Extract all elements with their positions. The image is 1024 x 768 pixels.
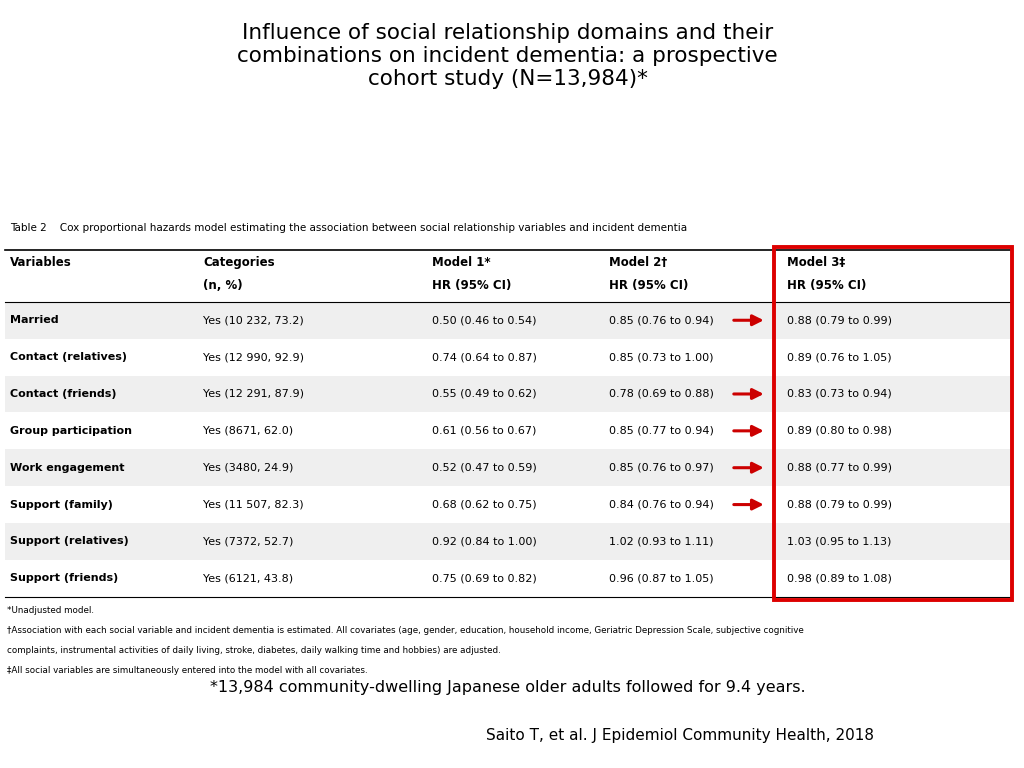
Text: *13,984 community-dwelling Japanese older adults followed for 9.4 years.: *13,984 community-dwelling Japanese olde…: [210, 680, 806, 695]
Text: 0.85 (0.77 to 0.94): 0.85 (0.77 to 0.94): [609, 425, 714, 436]
Bar: [5, 486, 1011, 523]
Text: *Unadjusted model.: *Unadjusted model.: [7, 606, 94, 615]
Text: HR (95% CI): HR (95% CI): [431, 279, 511, 292]
Text: Contact (friends): Contact (friends): [10, 389, 117, 399]
Bar: [774, 247, 1013, 600]
Text: Yes (12 291, 87.9): Yes (12 291, 87.9): [203, 389, 304, 399]
Text: complaints, instrumental activities of daily living, stroke, diabetes, daily wal: complaints, instrumental activities of d…: [7, 646, 501, 655]
Text: Saito T, et al. J Epidemiol Community Health, 2018: Saito T, et al. J Epidemiol Community He…: [486, 728, 874, 743]
Text: 0.78 (0.69 to 0.88): 0.78 (0.69 to 0.88): [609, 389, 714, 399]
Text: †Association with each social variable and incident dementia is estimated. All c: †Association with each social variable a…: [7, 626, 804, 635]
Text: Yes (10 232, 73.2): Yes (10 232, 73.2): [203, 315, 304, 326]
Text: 0.55 (0.49 to 0.62): 0.55 (0.49 to 0.62): [431, 389, 537, 399]
Text: 0.85 (0.73 to 1.00): 0.85 (0.73 to 1.00): [609, 352, 714, 362]
Text: Support (relatives): Support (relatives): [10, 536, 129, 547]
Text: Support (friends): Support (friends): [10, 573, 119, 584]
Bar: [5, 302, 1011, 339]
Text: Contact (relatives): Contact (relatives): [10, 352, 127, 362]
Text: 0.83 (0.73 to 0.94): 0.83 (0.73 to 0.94): [786, 389, 892, 399]
Text: 0.75 (0.69 to 0.82): 0.75 (0.69 to 0.82): [431, 573, 537, 584]
Bar: [5, 412, 1011, 449]
Text: Model 2†: Model 2†: [609, 256, 668, 269]
Text: Influence of social relationship domains and their
combinations on incident deme: Influence of social relationship domains…: [238, 23, 778, 89]
Text: Yes (12 990, 92.9): Yes (12 990, 92.9): [203, 352, 304, 362]
Text: 0.84 (0.76 to 0.94): 0.84 (0.76 to 0.94): [609, 499, 714, 510]
Bar: [5, 560, 1011, 597]
Bar: [5, 449, 1011, 486]
Text: 0.85 (0.76 to 0.97): 0.85 (0.76 to 0.97): [609, 462, 714, 473]
Text: Variables: Variables: [10, 256, 72, 269]
Text: 1.03 (0.95 to 1.13): 1.03 (0.95 to 1.13): [786, 536, 891, 547]
Text: Table 2    Cox proportional hazards model estimating the association between soc: Table 2 Cox proportional hazards model e…: [10, 223, 687, 233]
Text: Yes (6121, 43.8): Yes (6121, 43.8): [203, 573, 293, 584]
Text: Group participation: Group participation: [10, 425, 132, 436]
Text: Model 3‡: Model 3‡: [786, 256, 845, 269]
Text: HR (95% CI): HR (95% CI): [609, 279, 688, 292]
Bar: [5, 376, 1011, 412]
Text: 0.98 (0.89 to 1.08): 0.98 (0.89 to 1.08): [786, 573, 892, 584]
Text: HR (95% CI): HR (95% CI): [786, 279, 866, 292]
Text: 0.68 (0.62 to 0.75): 0.68 (0.62 to 0.75): [431, 499, 537, 510]
Bar: [5, 523, 1011, 560]
Text: Yes (7372, 52.7): Yes (7372, 52.7): [203, 536, 294, 547]
Text: Work engagement: Work engagement: [10, 462, 125, 473]
Text: 0.88 (0.79 to 0.99): 0.88 (0.79 to 0.99): [786, 315, 892, 326]
Text: Yes (11 507, 82.3): Yes (11 507, 82.3): [203, 499, 304, 510]
Text: 0.89 (0.76 to 1.05): 0.89 (0.76 to 1.05): [786, 352, 892, 362]
Text: 0.88 (0.79 to 0.99): 0.88 (0.79 to 0.99): [786, 499, 892, 510]
Text: Yes (8671, 62.0): Yes (8671, 62.0): [203, 425, 293, 436]
Text: (n, %): (n, %): [203, 279, 243, 292]
Text: 0.92 (0.84 to 1.00): 0.92 (0.84 to 1.00): [431, 536, 537, 547]
Text: 0.96 (0.87 to 1.05): 0.96 (0.87 to 1.05): [609, 573, 714, 584]
Text: 0.52 (0.47 to 0.59): 0.52 (0.47 to 0.59): [431, 462, 537, 473]
Text: 1.02 (0.93 to 1.11): 1.02 (0.93 to 1.11): [609, 536, 714, 547]
Text: ‡All social variables are simultaneously entered into the model with all covaria: ‡All social variables are simultaneously…: [7, 666, 368, 675]
Text: 0.50 (0.46 to 0.54): 0.50 (0.46 to 0.54): [431, 315, 536, 326]
Text: Model 1*: Model 1*: [431, 256, 490, 269]
Text: 0.88 (0.77 to 0.99): 0.88 (0.77 to 0.99): [786, 462, 892, 473]
Text: 0.74 (0.64 to 0.87): 0.74 (0.64 to 0.87): [431, 352, 537, 362]
Text: 0.85 (0.76 to 0.94): 0.85 (0.76 to 0.94): [609, 315, 714, 326]
Text: 0.89 (0.80 to 0.98): 0.89 (0.80 to 0.98): [786, 425, 892, 436]
Text: Categories: Categories: [203, 256, 274, 269]
Text: 0.61 (0.56 to 0.67): 0.61 (0.56 to 0.67): [431, 425, 536, 436]
Text: Yes (3480, 24.9): Yes (3480, 24.9): [203, 462, 294, 473]
Text: Married: Married: [10, 315, 58, 326]
Text: Support (family): Support (family): [10, 499, 113, 510]
Bar: [5, 339, 1011, 376]
